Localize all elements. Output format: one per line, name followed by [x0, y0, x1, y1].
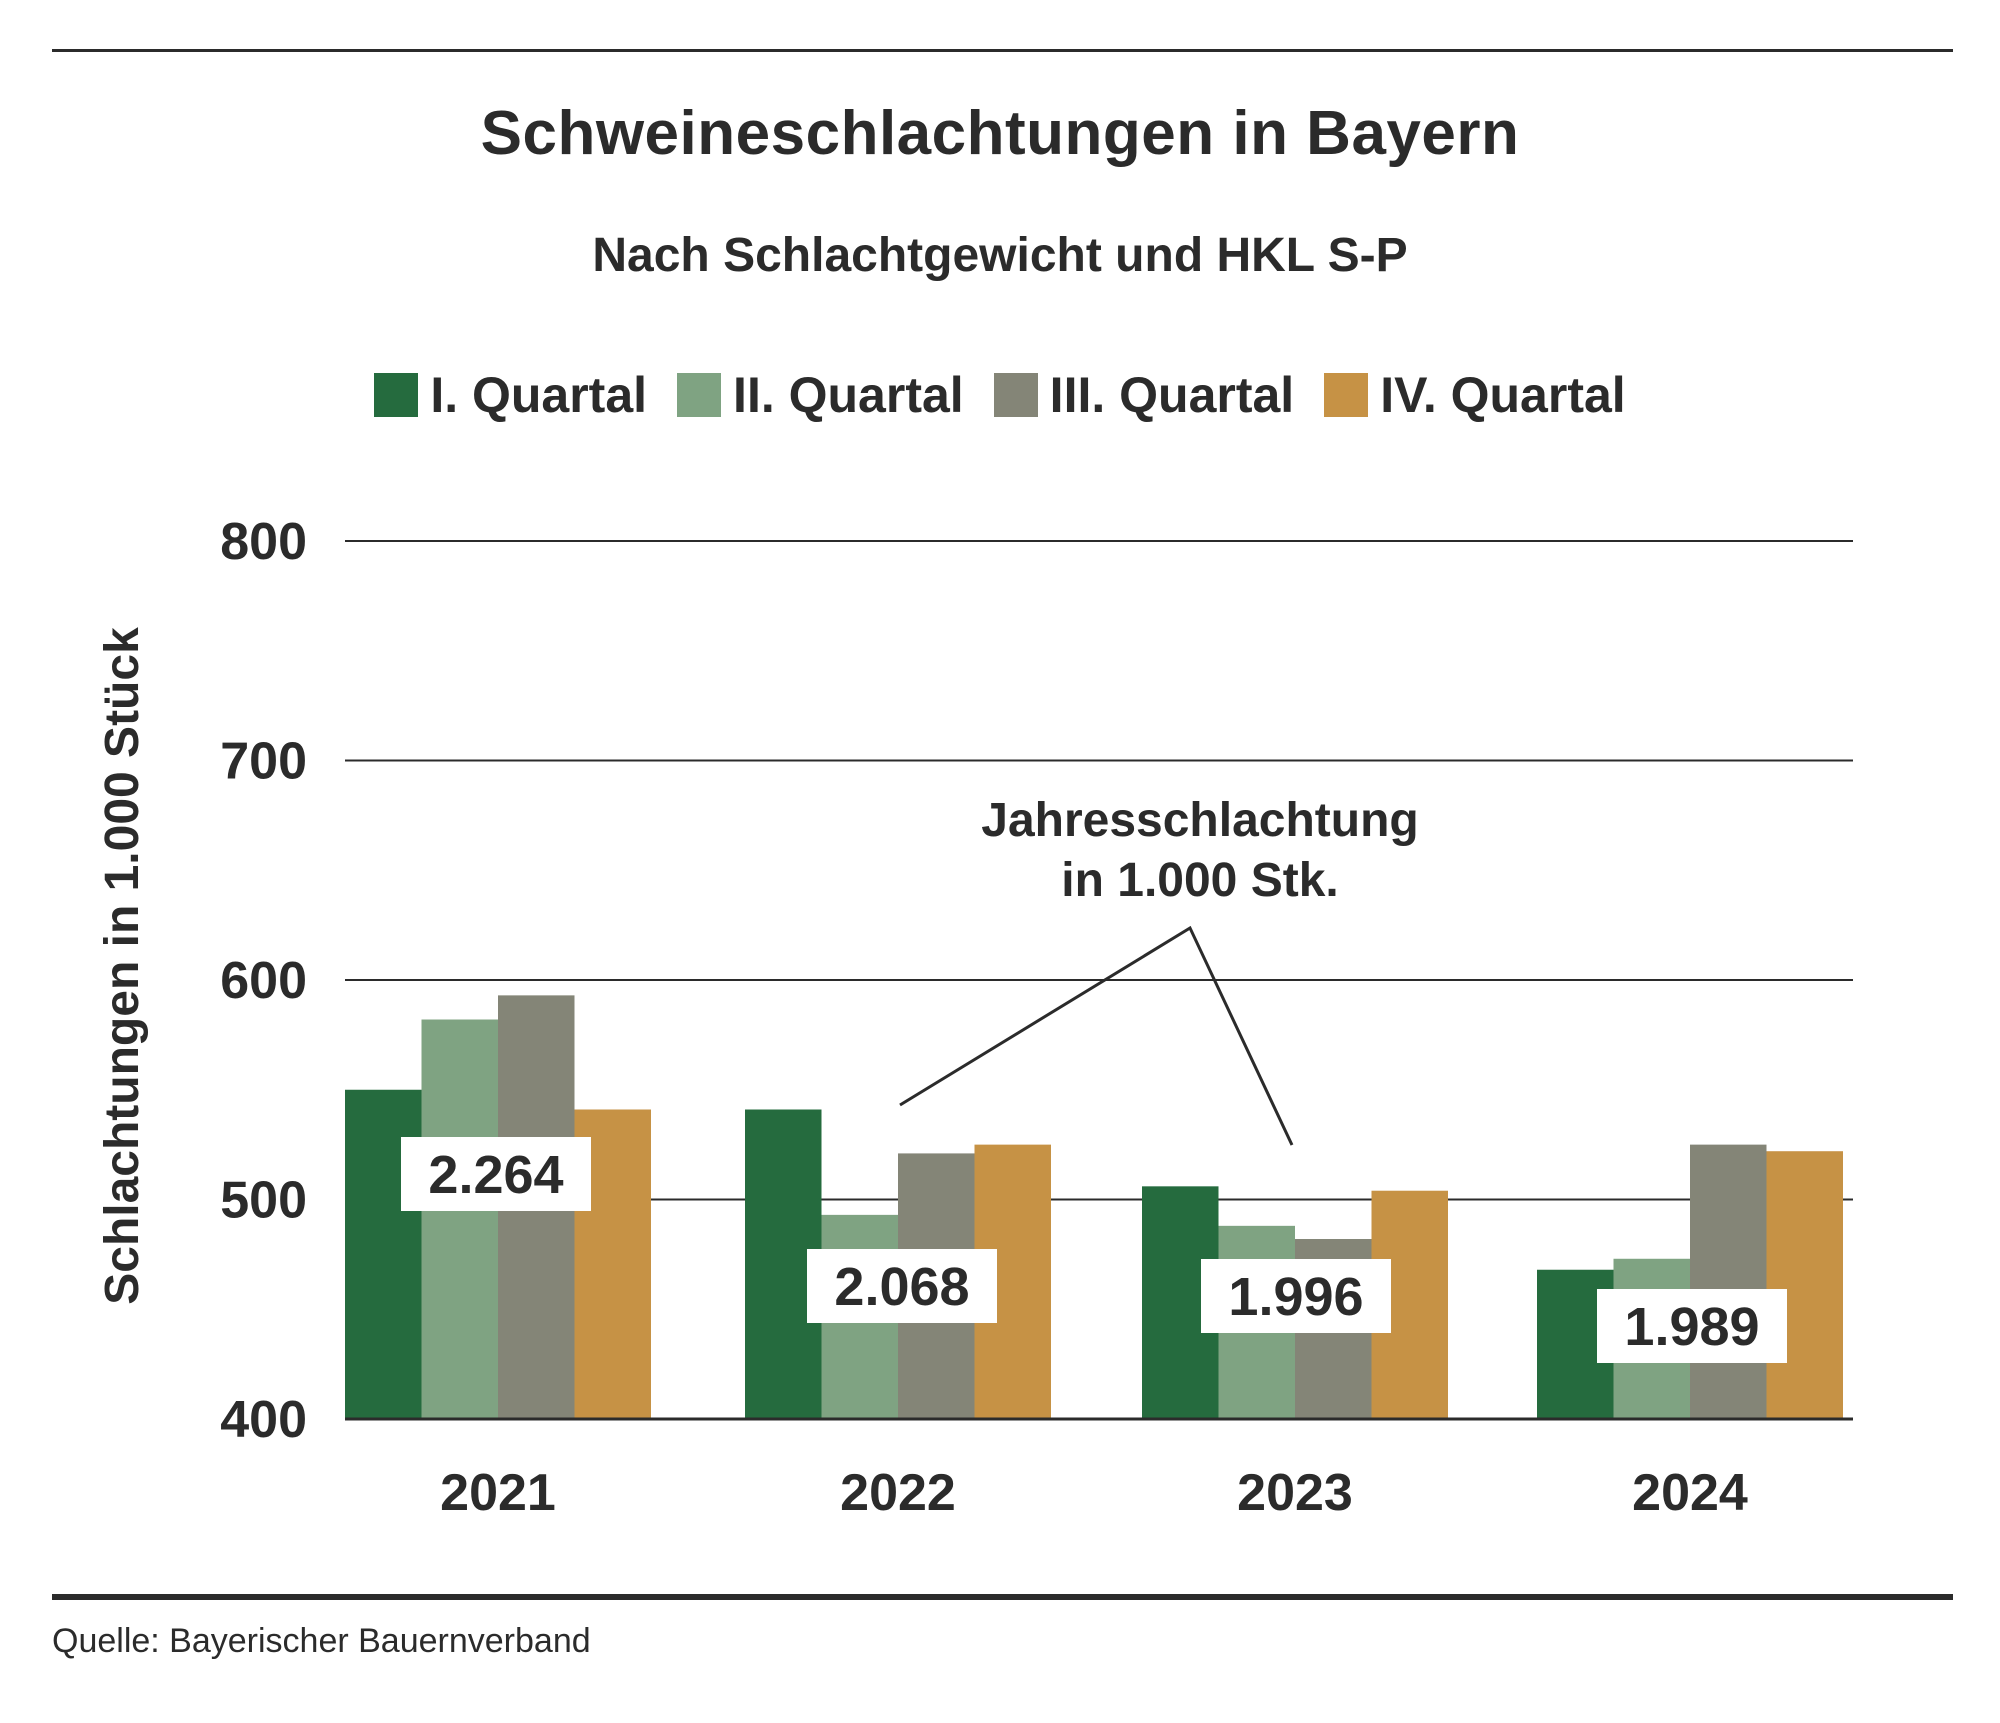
legend-item-q3: III. Quartal: [993, 366, 1295, 424]
legend-swatch-q2: [677, 373, 722, 417]
legend-item-q2: II. Quartal: [677, 366, 964, 424]
legend-swatch-q1: [374, 373, 419, 417]
legend-swatch-q3: [993, 373, 1038, 417]
x-tick-label: 2022: [840, 1464, 956, 1522]
total-label-2021: 2.264: [428, 1145, 563, 1205]
total-labels: 2.264 2.068 1.996 1.989: [401, 1137, 1787, 1363]
annotation: Jahresschlachtung in 1.000 Stk.: [899, 794, 1419, 1146]
legend-item-q1: I. Quartal: [374, 366, 647, 424]
legend-label-q2: II. Quartal: [733, 367, 964, 423]
total-label-2023: 1.996: [1228, 1267, 1363, 1327]
total-label-2024: 1.989: [1624, 1297, 1759, 1357]
axes: 400 500 600 700 800 Schlachtungen in 1.000 St…: [96, 513, 1853, 1522]
top-rule: [52, 49, 1953, 52]
x-tick-label: 2023: [1237, 1464, 1353, 1522]
y-axis-title: Schlachtungen in 1.000 Stück: [96, 627, 149, 1305]
legend-label-q4: IV. Quartal: [1380, 367, 1626, 423]
x-tick-label: 2021: [440, 1464, 556, 1522]
total-box-2024: [1597, 1289, 1787, 1363]
total-box-2022: [807, 1249, 997, 1323]
y-tick-label: 800: [220, 513, 307, 571]
annotation-line-2: in 1.000 Stk.: [1061, 854, 1338, 907]
legend: I. Quartal II. Quartal III. Quartal IV. …: [0, 366, 2000, 424]
legend-item-q4: IV. Quartal: [1324, 366, 1626, 424]
bar-2021-q2: [421, 1019, 498, 1419]
bottom-rule: [52, 1594, 1953, 1600]
chart-subtitle: Nach Schlachtgewicht und HKL S-P: [592, 229, 1408, 282]
legend-swatch-q4: [1324, 373, 1369, 417]
source-note: Quelle: Bayerischer Bauernverband: [52, 1622, 591, 1660]
y-tick-label: 500: [220, 1172, 307, 1230]
annotation-line-1: Jahresschlachtung: [981, 794, 1418, 847]
legend-label-q1: I. Quartal: [430, 367, 648, 423]
total-box-2021: [401, 1137, 591, 1211]
y-tick-label: 700: [220, 733, 307, 791]
y-tick-label: 400: [220, 1391, 307, 1449]
legend-label-q3: III. Quartal: [1049, 367, 1295, 423]
total-box-2023: [1201, 1259, 1391, 1333]
bar-2024-q4: [1766, 1151, 1843, 1419]
y-tick-label: 600: [220, 952, 307, 1010]
total-label-2022: 2.068: [834, 1257, 969, 1317]
chart-title: Schweineschlachtungen in Bayern: [480, 99, 1520, 168]
annotation-pointer: [899, 925, 1294, 1146]
bar-2024-q3: [1690, 1144, 1767, 1419]
x-tick-label: 2024: [1632, 1464, 1748, 1522]
